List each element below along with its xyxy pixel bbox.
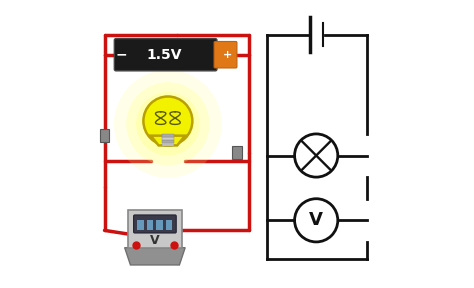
Text: −: − xyxy=(115,48,127,62)
Bar xyxy=(137,220,144,230)
Text: +: + xyxy=(223,50,232,60)
Circle shape xyxy=(295,199,338,242)
Circle shape xyxy=(144,96,192,145)
Bar xyxy=(162,144,173,146)
Text: V: V xyxy=(150,234,160,247)
FancyBboxPatch shape xyxy=(214,41,237,68)
Bar xyxy=(146,220,154,230)
Polygon shape xyxy=(128,210,182,248)
Circle shape xyxy=(295,134,338,177)
Circle shape xyxy=(114,70,222,178)
Polygon shape xyxy=(151,136,185,145)
Circle shape xyxy=(136,92,200,156)
Text: 1.5V: 1.5V xyxy=(146,48,182,62)
Bar xyxy=(232,146,242,159)
Bar xyxy=(162,140,173,143)
Bar xyxy=(162,134,173,137)
FancyBboxPatch shape xyxy=(134,215,176,233)
Bar xyxy=(156,220,163,230)
Circle shape xyxy=(126,82,210,165)
Bar xyxy=(100,129,109,142)
Text: V: V xyxy=(309,211,323,229)
FancyBboxPatch shape xyxy=(114,39,217,71)
Polygon shape xyxy=(125,248,185,265)
Bar xyxy=(165,220,173,230)
Bar xyxy=(162,137,173,140)
